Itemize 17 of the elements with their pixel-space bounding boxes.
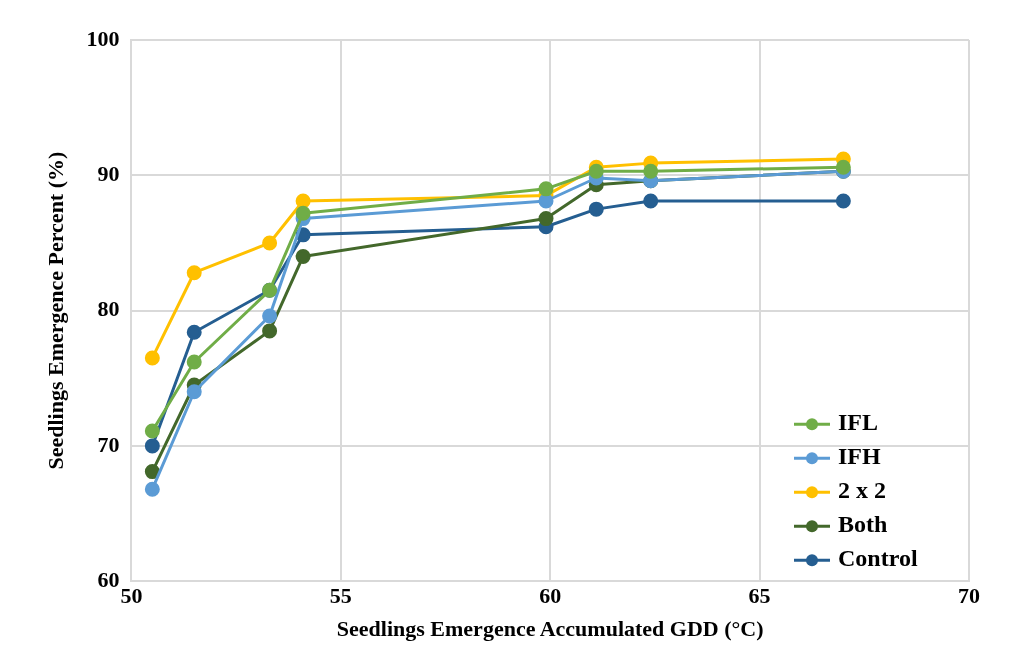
y-tick-label: 60 <box>97 566 120 592</box>
legend-label: Both <box>838 511 888 538</box>
legend-label: Control <box>838 545 918 572</box>
y-axis-title: Seedlings Emergence Percent (%) <box>42 151 68 470</box>
x-tick-label: 70 <box>958 583 980 609</box>
x-tick-label: 50 <box>120 583 143 609</box>
x-axis-title: Seedlings Emergence Accumulated GDD (°C) <box>336 616 764 642</box>
legend-label: 2 x 2 <box>838 477 886 504</box>
legend-label: IFH <box>838 443 881 470</box>
x-tick-label: 60 <box>539 583 562 609</box>
y-tick-label: 90 <box>97 160 120 186</box>
legend-label: IFL <box>838 409 879 436</box>
y-tick-label: 100 <box>86 25 120 51</box>
x-tick-label: 65 <box>748 583 771 609</box>
y-tick-label: 80 <box>97 296 120 322</box>
y-tick-label: 70 <box>97 431 120 457</box>
x-tick-label: 55 <box>329 583 352 609</box>
